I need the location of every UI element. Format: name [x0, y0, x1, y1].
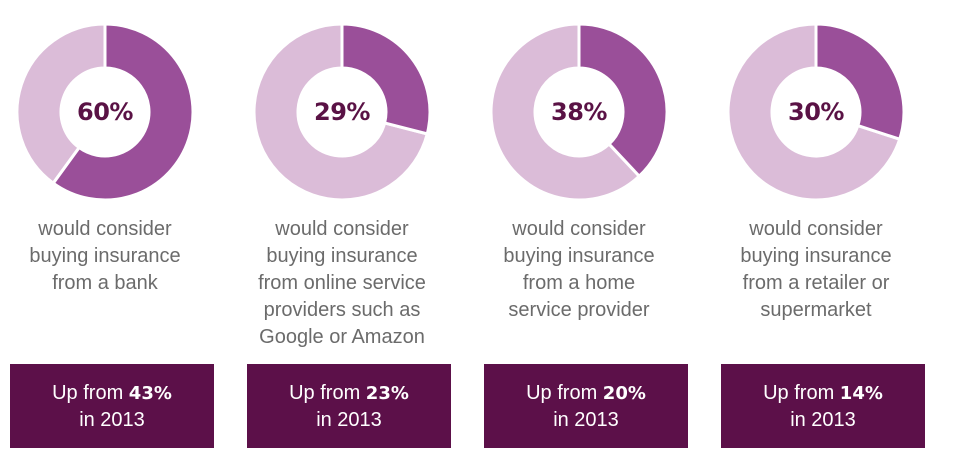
donut-svg [489, 22, 669, 202]
change-since-2013-box: Up from 14% in 2013 [721, 364, 925, 448]
description-line: would consider [749, 218, 883, 240]
footnote-value: 20% [602, 382, 646, 404]
description-line: providers such as [263, 299, 421, 321]
donut-percentage-label: 29% [314, 98, 370, 126]
description-line: from a retailer or [742, 272, 890, 294]
description-line: buying insurance [266, 245, 418, 267]
donut-hole [772, 68, 860, 156]
description-line: buying insurance [29, 245, 181, 267]
footnote-suffix: in 2013 [790, 408, 856, 431]
donut-description: would consider buying insurance from a b… [0, 216, 210, 297]
description-line: buying insurance [503, 245, 655, 267]
donut-panel-online-providers: 29% would consider buying insurance from… [237, 0, 474, 466]
footnote-line-1: Up from 14% [721, 380, 925, 407]
footnote-value: 23% [365, 382, 409, 404]
footnote-line-1: Up from 23% [247, 380, 451, 407]
donut-chart [489, 22, 669, 202]
donut-percentage-label: 38% [551, 98, 607, 126]
footnote-prefix: Up from [763, 381, 835, 404]
donut-svg [15, 22, 195, 202]
footnote-prefix: Up from [526, 381, 598, 404]
description-line: service provider [508, 299, 650, 321]
description-line: supermarket [760, 299, 872, 321]
description-line: from a bank [52, 272, 158, 294]
donut-hole [535, 68, 623, 156]
donut-description: would consider buying insurance from a h… [474, 216, 684, 324]
description-line: would consider [38, 218, 172, 240]
description-line: would consider [512, 218, 646, 240]
donut-description: would consider buying insurance from onl… [237, 216, 447, 351]
donut-percentage-label: 60% [77, 98, 133, 126]
donut-panel-bank: 60% would consider buying insurance from… [0, 0, 237, 466]
donut-description: would consider buying insurance from a r… [711, 216, 921, 324]
description-line: would consider [275, 218, 409, 240]
footnote-suffix: in 2013 [553, 408, 619, 431]
donut-svg [726, 22, 906, 202]
donut-chart [15, 22, 195, 202]
footnote-prefix: Up from [289, 381, 361, 404]
footnote-value: 14% [839, 382, 883, 404]
footnote-value: 43% [128, 382, 172, 404]
description-line: Google or Amazon [259, 326, 425, 348]
footnote-line-1: Up from 43% [10, 380, 214, 407]
description-line: from a home [522, 272, 636, 294]
donut-panel-home-service: 38% would consider buying insurance from… [474, 0, 711, 466]
footnote-suffix: in 2013 [316, 408, 382, 431]
change-since-2013-box: Up from 23% in 2013 [247, 364, 451, 448]
donut-percentage-label: 30% [788, 98, 844, 126]
donut-hole [61, 68, 149, 156]
change-since-2013-box: Up from 20% in 2013 [484, 364, 688, 448]
donut-hole [298, 68, 386, 156]
description-line: buying insurance [740, 245, 892, 267]
donut-chart [252, 22, 432, 202]
description-line: from online service [258, 272, 426, 294]
footnote-line-1: Up from 20% [484, 380, 688, 407]
donut-svg [252, 22, 432, 202]
footnote-prefix: Up from [52, 381, 124, 404]
donut-share-segment [340, 22, 432, 136]
footnote-suffix: in 2013 [79, 408, 145, 431]
donut-chart [726, 22, 906, 202]
donut-panel-retailer: 30% would consider buying insurance from… [711, 0, 948, 466]
change-since-2013-box: Up from 43% in 2013 [10, 364, 214, 448]
